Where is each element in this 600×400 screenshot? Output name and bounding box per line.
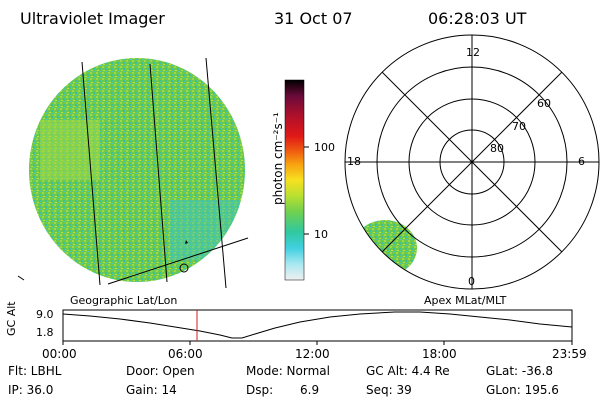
mlat-label-60: 60 (537, 97, 551, 110)
mlat-label-80: 80 (490, 142, 504, 155)
strip-xtick-2359: 23:59 (552, 347, 587, 361)
mlt-label-12: 12 (466, 46, 480, 59)
mlt-label-18: 18 (347, 155, 361, 168)
x-axis-ticks (62, 341, 573, 345)
strip-frame (62, 309, 573, 342)
info-mode: Mode: Normal (246, 364, 330, 378)
info-gc-alt: GC Alt: 4.4 Re (366, 364, 450, 378)
mlat-label-70: 70 (512, 120, 526, 133)
colorbar (284, 79, 309, 281)
colorbar-unit-label: photon cm⁻²s⁻¹ (271, 112, 285, 205)
geographic-image (17, 57, 249, 289)
strip-ylabel: GC Alt (5, 301, 18, 336)
info-glat: GLat: -36.8 (486, 364, 553, 378)
colorbar-gradient (284, 79, 305, 281)
info-ip: IP: 36.0 (8, 383, 54, 397)
altitude-strip-chart (62, 309, 573, 345)
info-filter: Flt: LBHL (8, 364, 62, 378)
geographic-caption: Geographic Lat/Lon (70, 294, 178, 307)
info-dsp-value: 6.9 (300, 383, 320, 397)
colorbar-tick-100: 100 (314, 141, 335, 154)
mlt-label-6: 6 (578, 155, 585, 168)
strip-xtick-1200: 12:00 (295, 347, 330, 361)
info-gain: Gain: 14 (126, 383, 177, 397)
colorbar-tick-10: 10 (314, 228, 328, 241)
longitude-grid-lines (17, 57, 249, 289)
info-door: Door: Open (126, 364, 195, 378)
app-title: Ultraviolet Imager (20, 9, 165, 28)
polar-auroral-region (353, 220, 417, 276)
strip-xtick-1800: 18:00 (422, 347, 457, 361)
strip-xtick-0600: 06:00 (168, 347, 203, 361)
polar-grid (344, 34, 600, 290)
apex-caption: Apex MLat/MLT (424, 294, 507, 307)
strip-xtick-0000: 00:00 (42, 347, 77, 361)
mlt-label-0: 0 (468, 275, 475, 288)
time-label: 06:28:03 UT (428, 9, 527, 28)
polar-plot (344, 34, 600, 290)
strip-ymax: 9.0 (36, 308, 54, 321)
date-label: 31 Oct 07 (274, 9, 353, 28)
info-dsp-label: Dsp: (246, 383, 274, 397)
strip-ymin: 1.8 (36, 326, 54, 339)
altitude-curve (62, 311, 573, 339)
info-seq: Seq: 39 (366, 383, 412, 397)
info-glon: GLon: 195.6 (486, 383, 559, 397)
